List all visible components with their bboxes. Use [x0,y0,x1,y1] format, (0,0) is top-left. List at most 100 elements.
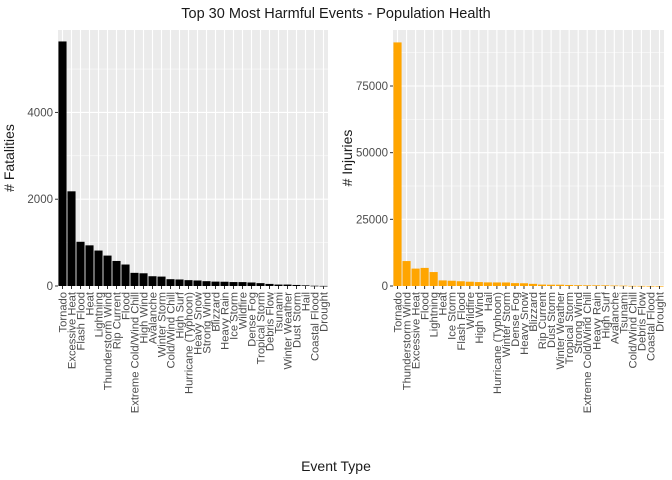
injuries-x-tick-label: Flood [420,292,432,320]
fatalities-x-tick-label: Heat [85,291,97,316]
injuries-x-tick-label: Thunderstorm Wind [402,292,414,390]
fatalities-x-tick-label: Avalanche [148,292,160,344]
fatalities-bar [283,284,292,286]
fatalities-bar [112,260,121,286]
injuries-x-tick-label: Flash Flood [456,292,468,350]
injuries-bar [465,281,474,286]
fatalities-bar [166,279,175,286]
injuries-bar [556,284,565,286]
injuries-x-tick-label: Rip Current [537,291,549,349]
fatalities-x-tick-label: Excessive Heat [67,291,79,369]
fatalities-x-tick-label: Blizzard [211,292,223,332]
fatalities-y-tick-label: 4000 [27,107,53,119]
injuries-y-tick-label: 50000 [356,148,388,160]
injuries-x-tick-label: Avalanche [609,292,621,344]
fatalities-x-tick-label: Flood [121,292,133,320]
injuries-bar [528,283,538,286]
injuries-x-tick-label: Lightning [429,292,441,337]
injuries-x-tick-label: Tornado [393,292,405,332]
injuries-x-tick-label: Excessive Heat [411,291,423,369]
fatalities-bar [202,281,211,286]
injuries-x-tick-label: High Wind [474,292,486,344]
injuries-y-axis-title: # Injuries [339,130,355,187]
injuries-bar [574,285,583,286]
fatalities-x-tick-label: Hail [301,292,313,311]
injuries-bar [483,282,492,286]
fatalities-x-tick-label: Debris Flow [265,291,277,351]
injuries-x-tick-label: Debris Flow [636,291,648,351]
injuries-bar [402,261,411,286]
injuries-x-tick-label: Heat [438,291,450,316]
fatalities-x-tick-label: Thunderstorm Wind [103,292,115,390]
injuries-x-tick-label: Coastal Flood [645,292,657,361]
injuries-x-tick-label: Strong Wind [573,292,585,354]
fatalities-x-tick-label: Cold/Wind Chill [166,292,178,368]
fatalities-bar [94,250,103,286]
injuries-bar [537,284,547,286]
injuries-y-tick-label: 0 [382,281,388,293]
fatalities-x-tick-label: Strong Wind [202,292,214,354]
fatalities-bar [256,283,265,286]
injuries-bar [501,282,510,286]
injuries-bar [547,284,556,286]
injuries-bar [601,285,610,286]
injuries-bar [592,285,601,286]
injuries-bar [411,268,420,286]
injuries-x-tick-label: Tropical Storm [564,292,576,364]
injuries-x-tick-label: Winter Weather [555,292,567,370]
fatalities-x-tick-label: Dust Storm [292,292,304,348]
injuries-bar [429,272,438,286]
fatalities-x-tick-label: Coastal Flood [310,292,322,361]
injuries-x-tick-label: Heavy Rain [591,292,603,350]
fatalities-x-tick-label: Flash Flood [76,292,88,350]
fatalities-bar [58,41,67,287]
fatalities-bar [301,285,310,286]
fatalities-y-tick-label: 2000 [27,194,53,206]
injuries-bar [565,284,574,286]
injuries-x-tick-label: Drought [654,291,666,332]
fatalities-bar [85,245,94,286]
fatalities-bar [238,282,247,286]
fatalities-x-tick-label: Tsunami [274,292,286,334]
fatalities-x-tick-label: Heavy Snow [193,291,205,355]
injuries-x-tick-label: Dust Storm [546,292,558,348]
chart-title: Top 30 Most Harmful Events - Population … [181,6,490,22]
injuries-x-tick-label: Hurricane (Typhoon) [492,292,504,394]
fatalities-x-tick-label: Winter Weather [283,292,295,370]
injuries-y-tick-label: 75000 [356,81,388,93]
injuries-bar [447,280,456,286]
injuries-bar [510,283,520,286]
fatalities-x-tick-label: Extreme Cold/Wind Chill [130,292,142,413]
injuries-x-tick-label: Dense Fog [510,292,522,347]
injuries-bar [610,285,619,287]
fatalities-x-tick-label: Rip Current [112,291,124,349]
fatalities-x-tick-label: Lightning [94,292,106,337]
fatalities-x-tick-label: Hurricane (Typhoon) [184,292,196,394]
fatalities-bar [103,255,112,286]
fatalities-x-tick-label: Winter Storm [157,292,169,357]
fatalities-x-tick-label: Heavy Rain [220,292,232,350]
fatalities-x-tick-label: High Surf [175,291,187,339]
injuries-y-tick-label: 25000 [356,214,388,226]
fatalities-x-tick-label: Tornado [58,292,70,332]
fatalities-bar [175,279,184,286]
fatalities-plot-background [58,30,328,286]
fatalities-bar [184,280,193,286]
injuries-x-tick-label: Ice Storm [447,292,459,340]
injuries-plot-background [393,30,664,286]
injuries-x-tick-label: Wildfire [465,292,477,329]
fatalities-bar [265,283,274,286]
fatalities-bar [220,281,229,286]
fatalities-x-tick-label: High Wind [139,292,151,344]
injuries-x-tick-label: Heavy Snow [519,291,531,355]
fatalities-x-tick-label: Dense Fog [247,292,259,347]
injuries-x-tick-label: Extreme Cold/Wind Chill [582,292,594,413]
fatalities-bar [193,280,202,286]
injuries-bar [474,282,483,286]
injuries-bar [583,285,592,286]
fatalities-x-tick-label: Tropical Storm [256,292,268,364]
fatalities-x-tick-label: Drought [319,291,331,332]
